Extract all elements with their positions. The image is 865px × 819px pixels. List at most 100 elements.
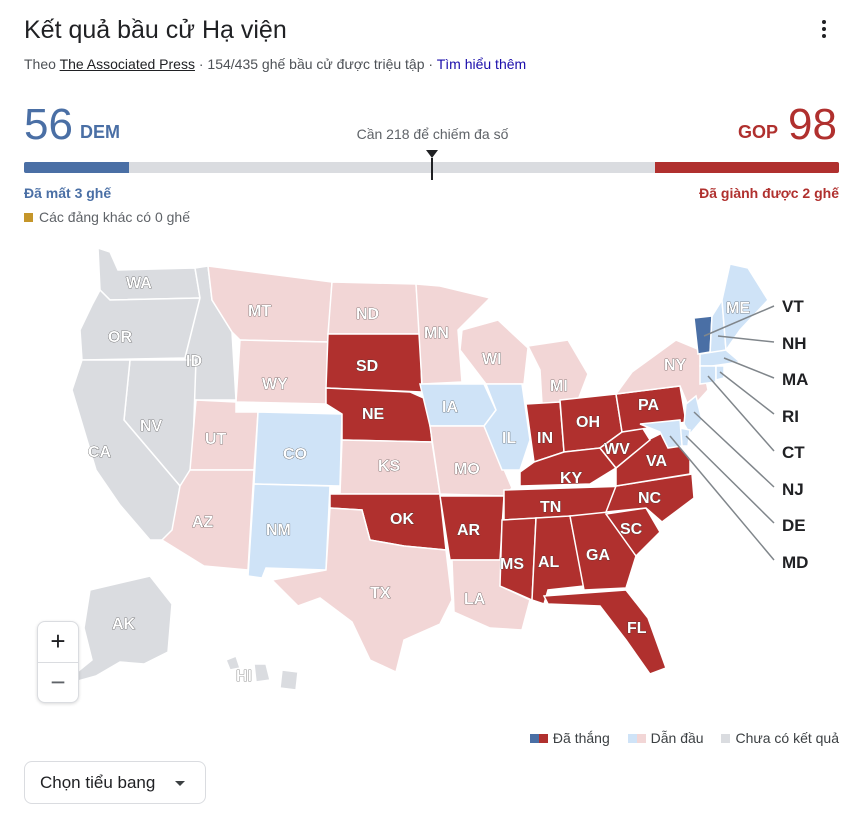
label-TN: TN [540,499,561,516]
label-WA: WA [126,275,152,292]
state-NM[interactable] [247,483,331,579]
leader-line-CT [707,375,775,452]
leader-line-RI [719,371,775,415]
other-party-swatch [24,213,33,222]
legend-won-gop-swatch [538,734,548,743]
label-FL: FL [627,620,647,637]
state-FL[interactable] [542,589,667,675]
source-prefix: Theo [24,56,56,72]
learn-more-link[interactable]: Tìm hiểu thêm [436,56,527,72]
label-RI: RI [782,407,799,426]
label-AK: AK [112,616,136,633]
label-NJ: NJ [782,480,804,499]
state-MD[interactable] [639,419,683,449]
label-MN: MN [424,325,449,342]
other-parties-text: Các đảng khác có 0 ghế [39,209,190,225]
more-vert-icon[interactable] [814,18,834,42]
label-OR: OR [108,329,132,346]
label-MI: MI [550,378,568,395]
legend-none-swatch [721,734,731,743]
label-LA: LA [464,591,486,608]
leader-line-DE [685,435,775,524]
us-house-map[interactable]: WA OR ID NV CA MT WY UT AZ CO NM ND SD N… [24,238,844,698]
label-UT: UT [205,431,227,448]
label-IN: IN [537,430,553,447]
state-WA[interactable] [97,246,201,301]
legend-leading: Dẫn đầu [650,730,704,746]
label-MO: MO [454,461,480,478]
label-NH: NH [782,334,807,353]
dem-seat-fill [24,162,129,173]
state-AK[interactable] [59,575,173,687]
state-WI[interactable] [459,319,529,385]
label-IA: IA [442,399,458,416]
dropdown-arrow-icon [175,781,185,786]
leader-line-NJ [693,411,775,488]
map-legend: Đã thắng Dẫn đầu Chưa có kết quả [529,730,839,746]
label-TX: TX [370,585,391,602]
zoom-controls: + − [37,621,79,703]
state-NJ[interactable] [683,394,703,436]
state-AZ[interactable] [160,469,255,571]
zoom-in-button[interactable]: + [38,622,78,663]
label-SC: SC [620,521,643,538]
state-WY[interactable] [235,339,329,405]
state-select-dropdown[interactable]: Chọn tiểu bang [24,761,206,804]
label-NY: NY [664,357,687,374]
label-MD: MD [782,553,808,572]
state-RI[interactable] [715,365,725,381]
label-NV: NV [140,418,163,435]
label-NE: NE [362,406,385,423]
label-KS: KS [378,458,401,475]
state-IA[interactable] [419,383,497,427]
leader-line-NH [717,335,775,343]
label-AR: AR [457,522,481,539]
state-MA[interactable] [699,349,742,367]
label-NC: NC [638,490,662,507]
separator: · [198,56,204,72]
label-VA: VA [646,453,667,470]
legend-won-dem-swatch [529,734,539,743]
label-ID: ID [186,353,202,370]
label-AL: AL [538,554,560,571]
label-WV: WV [604,441,630,458]
legend-lead-dem-swatch [627,734,637,743]
label-WI: WI [482,351,502,368]
label-GA: GA [586,547,610,564]
label-VT: VT [782,297,804,316]
dem-status: Đã mất 3 ghế [24,185,112,201]
label-OH: OH [576,414,600,431]
label-WY: WY [262,376,288,393]
source-link[interactable]: The Associated Press [59,56,195,72]
separator: · [428,56,434,72]
leader-line-MA [723,357,775,379]
label-HI: HI [236,668,252,685]
state-WV[interactable] [598,423,651,470]
label-DE: DE [782,516,806,535]
state-IL[interactable] [483,383,531,471]
state-NC[interactable] [604,473,695,523]
zoom-out-button[interactable]: − [50,667,66,697]
label-IL: IL [502,430,516,447]
leader-line-VT [703,305,775,337]
majority-marker-icon [426,150,438,158]
state-OR[interactable] [79,288,201,361]
majority-text: Cần 218 để chiếm đa số [356,126,509,142]
page-title: Kết quả bầu cử Hạ viện [24,16,287,44]
label-MS: MS [500,556,524,573]
state-TX[interactable] [270,507,453,674]
label-KY: KY [560,470,583,487]
label-MT: MT [248,303,271,320]
label-AZ: AZ [192,514,214,531]
label-CO: CO [283,446,307,463]
label-OK: OK [390,511,414,528]
label-CT: CT [782,443,805,462]
dem-seat-count: 56 [24,100,73,149]
legend-won: Đã thắng [552,730,610,746]
label-ND: ND [356,306,379,323]
gop-status: Đã giành được 2 ghế [699,185,839,201]
source-line: Theo The Associated Press · 154/435 ghế … [24,56,526,72]
state-HI[interactable] [225,655,299,691]
state-VT[interactable] [693,315,713,355]
label-MA: MA [782,370,808,389]
